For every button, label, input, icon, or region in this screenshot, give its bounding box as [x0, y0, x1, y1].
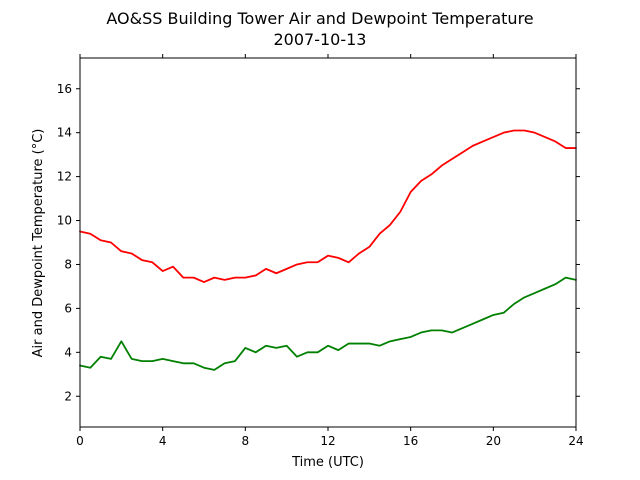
y-tick-label-3: 8: [64, 257, 72, 271]
x-axis-label: Time (UTC): [291, 455, 364, 470]
y-tick-label-1: 4: [64, 345, 72, 359]
y-tick-label-5: 12: [57, 170, 72, 184]
y-tick-label-4: 10: [57, 214, 72, 228]
y-tick-label-6: 14: [57, 126, 72, 140]
y-tick-label-2: 6: [64, 301, 72, 315]
series-line-0: [79, 129, 577, 283]
x-tick-label-5: 20: [486, 434, 501, 448]
y-axis-label: Air and Dewpoint Temperature (°C): [31, 129, 46, 358]
y-tick-label-0: 2: [64, 389, 72, 403]
x-tick-label-2: 8: [242, 434, 250, 448]
x-tick-label-3: 12: [320, 434, 335, 448]
x-tick-label-1: 4: [159, 434, 167, 448]
series-line-1: [79, 276, 577, 371]
x-tick-label-4: 16: [403, 434, 418, 448]
plot-frame: [79, 57, 577, 428]
y-tick-label-7: 16: [57, 82, 72, 96]
x-tick-label-6: 24: [568, 434, 583, 448]
series-layer: [79, 129, 577, 371]
chart-subtitle: 2007-10-13: [274, 30, 367, 49]
chart-title: AO&SS Building Tower Air and Dewpoint Te…: [106, 9, 533, 28]
x-tick-label-0: 0: [76, 434, 84, 448]
